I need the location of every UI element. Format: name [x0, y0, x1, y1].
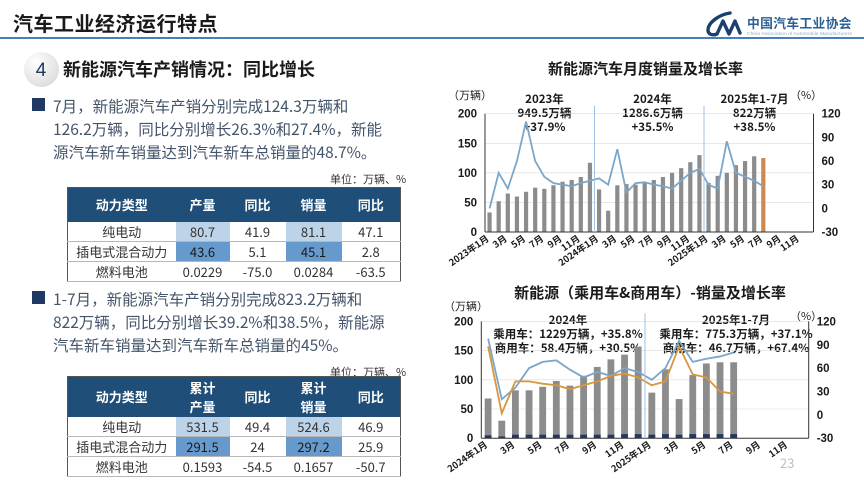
- svg-text:120: 120: [817, 316, 836, 328]
- svg-text:60: 60: [817, 363, 830, 375]
- svg-text:5月: 5月: [524, 437, 544, 457]
- svg-text:3月: 3月: [497, 437, 517, 457]
- svg-text:150: 150: [454, 346, 473, 358]
- svg-text:3月: 3月: [661, 437, 681, 457]
- svg-text:30: 30: [817, 387, 830, 399]
- svg-text:100: 100: [454, 375, 473, 387]
- svg-text:200: 200: [454, 316, 473, 328]
- svg-text:-30: -30: [817, 433, 834, 445]
- svg-text:50: 50: [461, 404, 474, 416]
- svg-text:90: 90: [817, 340, 830, 352]
- svg-text:9月: 9月: [743, 437, 763, 457]
- svg-text:9月: 9月: [579, 437, 599, 457]
- svg-text:7月: 7月: [552, 437, 572, 457]
- svg-text:0: 0: [817, 410, 823, 422]
- svg-text:5月: 5月: [688, 437, 708, 457]
- svg-text:7月: 7月: [715, 437, 735, 457]
